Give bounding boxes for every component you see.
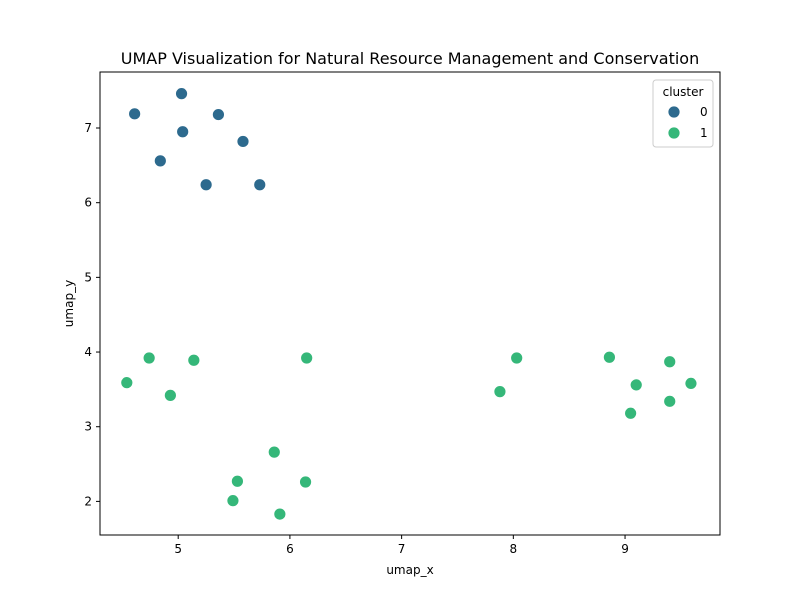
x-tick-label: 8 (510, 542, 518, 556)
data-point-cluster-0 (176, 125, 190, 139)
data-point-cluster-0 (175, 87, 188, 101)
data-point-cluster-0 (212, 108, 225, 121)
legend-label-cluster-1: 1 (700, 126, 708, 140)
data-point-cluster-1 (624, 406, 638, 420)
x-tick-label: 7 (398, 542, 406, 556)
legend-label-cluster-0: 0 (700, 105, 708, 119)
data-point-cluster-0 (253, 178, 267, 192)
data-point-cluster-1 (299, 475, 312, 489)
data-point-cluster-1 (142, 351, 156, 365)
data-point-cluster-1 (187, 353, 201, 367)
data-point-cluster-1 (603, 350, 616, 364)
data-point-cluster-1 (493, 385, 507, 399)
x-axis-ticks: 5 6 7 8 9 (174, 535, 629, 556)
x-tick-label: 5 (174, 542, 182, 556)
data-point-cluster-0 (153, 154, 167, 168)
x-axis-label: umap_x (386, 563, 433, 577)
plot-frame (99, 71, 721, 536)
data-point-cluster-1 (300, 351, 314, 365)
data-point-cluster-1 (120, 376, 134, 390)
y-tick-label: 3 (84, 420, 92, 434)
data-point-cluster-1 (629, 378, 643, 392)
x-tick-label: 9 (621, 542, 629, 556)
y-axis-label: umap_y (62, 280, 76, 327)
y-tick-label: 7 (84, 121, 92, 135)
data-point-cluster-0 (236, 135, 250, 148)
data-point-cluster-0 (128, 107, 142, 121)
legend-marker-cluster-1 (667, 126, 681, 140)
legend-title: cluster (663, 85, 704, 99)
data-point-cluster-1 (226, 494, 240, 508)
data-point-cluster-1 (267, 445, 281, 459)
y-tick-label: 6 (84, 196, 92, 210)
y-tick-label: 5 (84, 270, 92, 284)
legend-marker-cluster-0 (667, 105, 681, 119)
data-point-cluster-1 (273, 507, 287, 521)
data-point-cluster-1 (163, 388, 177, 402)
data-point-cluster-0 (199, 178, 213, 192)
data-point-cluster-1 (663, 355, 677, 369)
legend: cluster 0 1 (652, 79, 714, 148)
x-tick-label: 6 (286, 542, 294, 556)
legend-box (652, 79, 714, 148)
data-point-cluster-1 (684, 377, 698, 390)
y-tick-label: 4 (84, 345, 92, 359)
y-axis-ticks: 2 3 4 5 6 7 (84, 121, 100, 508)
data-points (120, 87, 698, 521)
y-tick-label: 2 (84, 494, 92, 508)
data-point-cluster-1 (510, 351, 524, 365)
data-point-cluster-1 (231, 474, 244, 488)
data-point-cluster-1 (663, 394, 677, 408)
chart-title: UMAP Visualization for Natural Resource … (121, 49, 699, 68)
